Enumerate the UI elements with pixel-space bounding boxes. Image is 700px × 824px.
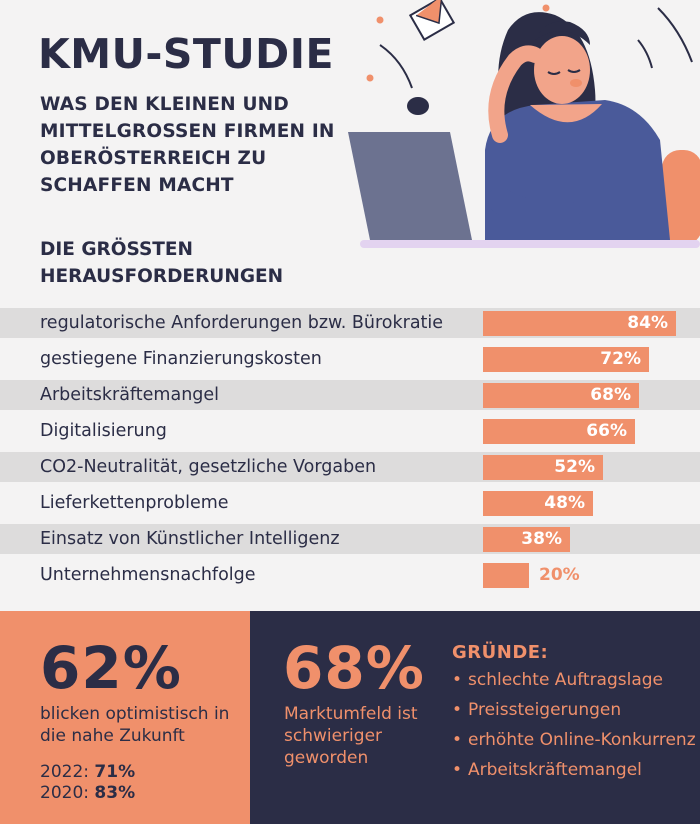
bar <box>483 455 603 480</box>
bar-value-label: 38% <box>521 529 562 549</box>
reasons-title: GRÜNDE: <box>452 642 549 663</box>
reason-text: Preissteigerungen <box>468 700 622 720</box>
stressed-woman-illustration <box>348 0 700 248</box>
history-2020: 2020: 83% <box>40 782 135 804</box>
reason-item: • erhöhte Online-Konkurrenz <box>452 729 697 751</box>
reasons-list: • schlechte Auftragslage • Preissteigerung… <box>452 669 697 789</box>
page-title: KMU-STUDIE <box>38 30 334 78</box>
history-value: 71% <box>94 762 136 782</box>
bar-value-label: 72% <box>600 349 641 369</box>
bullet-icon: • <box>452 670 463 690</box>
bar <box>483 527 570 552</box>
category-label: Unternehmensnachfolge <box>40 565 256 585</box>
category-label: Arbeitskräftemangel <box>40 385 220 405</box>
rock-icon <box>407 97 429 115</box>
bar <box>483 491 593 516</box>
category-label: regulatorische Anforderungen bzw. Bürokr… <box>40 313 444 333</box>
motion-line <box>637 39 653 69</box>
reason-text: erhöhte Online-Konkurrenz <box>468 730 696 750</box>
bullet-icon: • <box>452 700 463 720</box>
page-subtitle: WAS DEN KLEINEN UND MITTELGROSSEN FIRMEN… <box>40 94 335 196</box>
falling-envelope-icon <box>408 0 456 41</box>
bar <box>483 563 529 588</box>
optimism-caption: blicken optimistisch in die nahe Zukunft <box>40 704 230 746</box>
bar <box>483 347 649 372</box>
category-label: CO2-Neutralität, gesetzliche Vorgaben <box>40 457 377 477</box>
optimism-panel <box>0 611 250 824</box>
bar-value-label: 68% <box>590 385 631 405</box>
chart-heading: DIE GRÖSSTEN HERAUSFORDERUNGEN <box>40 239 284 287</box>
reason-item: • Arbeitskräftemangel <box>452 759 697 781</box>
bar-value-label: 84% <box>627 313 668 333</box>
history-value: 83% <box>94 783 136 803</box>
laptop-icon <box>348 132 700 248</box>
reason-text: schlechte Auftragslage <box>468 670 664 690</box>
bullet-icon: • <box>452 760 463 780</box>
bar-value-label: 52% <box>554 457 595 477</box>
bullet-icon: • <box>452 730 463 750</box>
category-label: gestiegene Finanzierungskosten <box>40 349 322 369</box>
bar <box>483 311 676 336</box>
row-band <box>0 524 700 554</box>
dot-icon <box>366 74 374 82</box>
bar-value-label: 66% <box>586 421 627 441</box>
market-panel <box>250 611 700 824</box>
dot-icon <box>542 4 550 12</box>
motion-line <box>657 7 693 63</box>
history-year: 2022: <box>40 762 89 782</box>
motion-line <box>379 44 413 89</box>
chair-icon <box>662 150 700 245</box>
bar <box>483 383 639 408</box>
category-label: Lieferkettenprobleme <box>40 493 229 513</box>
woman-figure <box>485 12 670 240</box>
optimism-value: 62% <box>40 634 182 702</box>
reason-item: • Preissteigerungen <box>452 699 697 721</box>
market-value: 68% <box>283 634 425 702</box>
bar-value-label: 48% <box>544 493 585 513</box>
reason-item: • schlechte Auftragslage <box>452 669 697 691</box>
bar <box>483 419 635 444</box>
category-label: Einsatz von Künstlicher Intelligenz <box>40 529 340 549</box>
history-year: 2020: <box>40 783 89 803</box>
dot-icon <box>376 16 384 24</box>
history-2022: 2022: 71% <box>40 761 135 783</box>
market-caption: Marktumfeld ist schwieriger geworden <box>284 704 418 768</box>
reason-text: Arbeitskräftemangel <box>468 760 642 780</box>
category-label: Digitalisierung <box>40 421 167 441</box>
bar-value-label: 20% <box>539 565 580 585</box>
